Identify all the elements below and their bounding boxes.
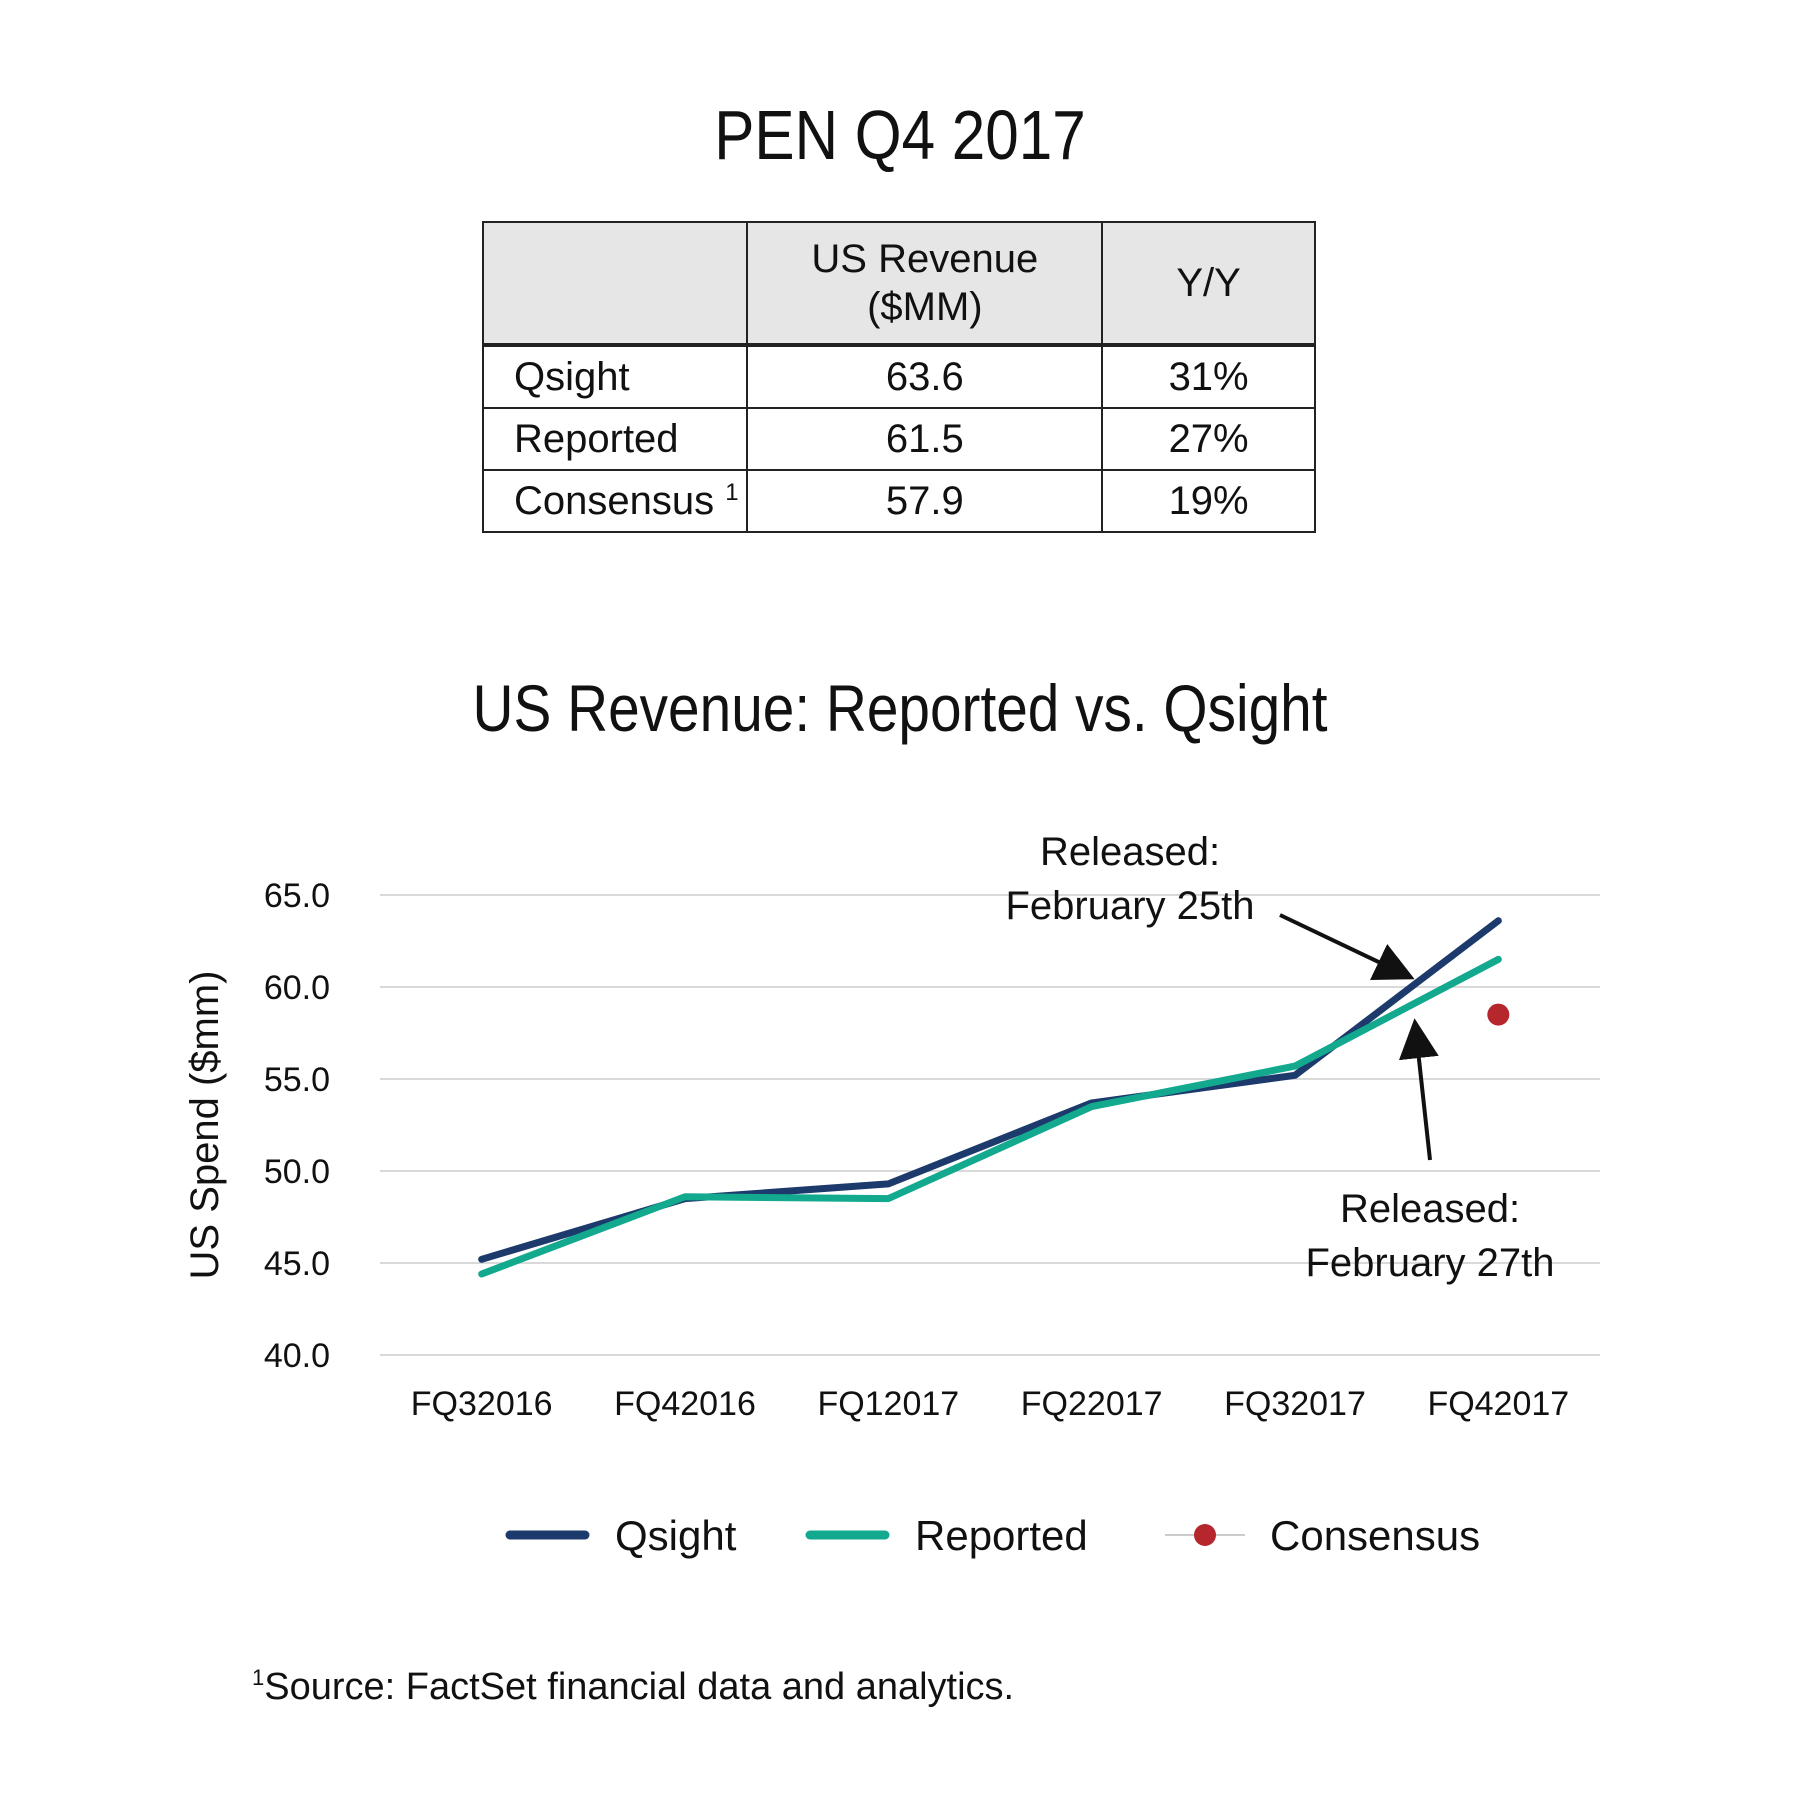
table-header-cell: US Revenue ($MM) xyxy=(746,221,1104,347)
row-yy: 31% xyxy=(1101,344,1316,409)
consensus-point xyxy=(1487,1003,1510,1026)
page-title: PEN Q4 2017 xyxy=(714,96,1086,174)
footnote-text: Source: FactSet financial data and analy… xyxy=(264,1666,1015,1708)
annotation-arrow xyxy=(1279,913,1415,981)
summary-table: US Revenue ($MM) Y/Y Qsight 63.6 31% Rep… xyxy=(481,221,1316,533)
x-tick-label: FQ42016 xyxy=(614,1385,756,1423)
legend-swatch-dot xyxy=(1194,1524,1216,1546)
annotation-arrow xyxy=(1398,1018,1439,1161)
table-row: Qsight 63.6 31% xyxy=(481,344,1316,409)
row-yy: 19% xyxy=(1101,469,1316,533)
annotation-line2: February 27th xyxy=(1305,1241,1554,1285)
footnote: 1Source: FactSet financial data and anal… xyxy=(252,1665,1014,1709)
y-tick-label: 65.0 xyxy=(264,877,330,915)
row-yy: 27% xyxy=(1101,407,1316,471)
table-row: Reported 61.5 27% xyxy=(481,407,1316,471)
x-tick-label: FQ32017 xyxy=(1224,1385,1366,1423)
y-tick-label: 45.0 xyxy=(264,1245,330,1283)
y-tick-label: 50.0 xyxy=(264,1153,330,1191)
legend-label: Qsight xyxy=(615,1512,737,1559)
footnote-marker: 1 xyxy=(252,1665,265,1690)
y-tick-label: 55.0 xyxy=(264,1061,330,1099)
annotation-line1: Released: xyxy=(1340,1187,1520,1231)
annotation-line1: Released: xyxy=(1040,830,1220,874)
series-line-reported xyxy=(478,955,1502,1278)
y-tick-label: 40.0 xyxy=(264,1337,330,1375)
x-tick-label: FQ12017 xyxy=(817,1385,959,1423)
legend-label: Consensus xyxy=(1270,1512,1480,1559)
row-revenue: 61.5 xyxy=(746,407,1104,471)
y-axis-label: US Spend ($mm) xyxy=(183,971,227,1280)
chart-title: US Revenue: Reported vs. Qsight xyxy=(472,671,1328,745)
row-label: Qsight xyxy=(481,344,749,409)
row-label: Reported xyxy=(481,407,749,471)
legend-label: Reported xyxy=(915,1512,1088,1559)
x-tick-label: FQ32016 xyxy=(411,1385,553,1423)
row-revenue: 57.9 xyxy=(746,469,1104,533)
row-revenue: 63.6 xyxy=(746,344,1104,409)
table-header-cell: Y/Y xyxy=(1101,221,1316,347)
x-tick-label: FQ42017 xyxy=(1427,1385,1569,1423)
table-row: Consensus 1 57.9 19% xyxy=(481,469,1316,533)
y-tick-label: 60.0 xyxy=(264,969,330,1007)
table-header-row: US Revenue ($MM) Y/Y xyxy=(481,221,1316,347)
table-header-cell xyxy=(481,221,749,347)
row-label: Consensus 1 xyxy=(481,469,749,533)
annotation-line2: February 25th xyxy=(1005,884,1254,928)
x-tick-label: FQ22017 xyxy=(1021,1385,1163,1423)
